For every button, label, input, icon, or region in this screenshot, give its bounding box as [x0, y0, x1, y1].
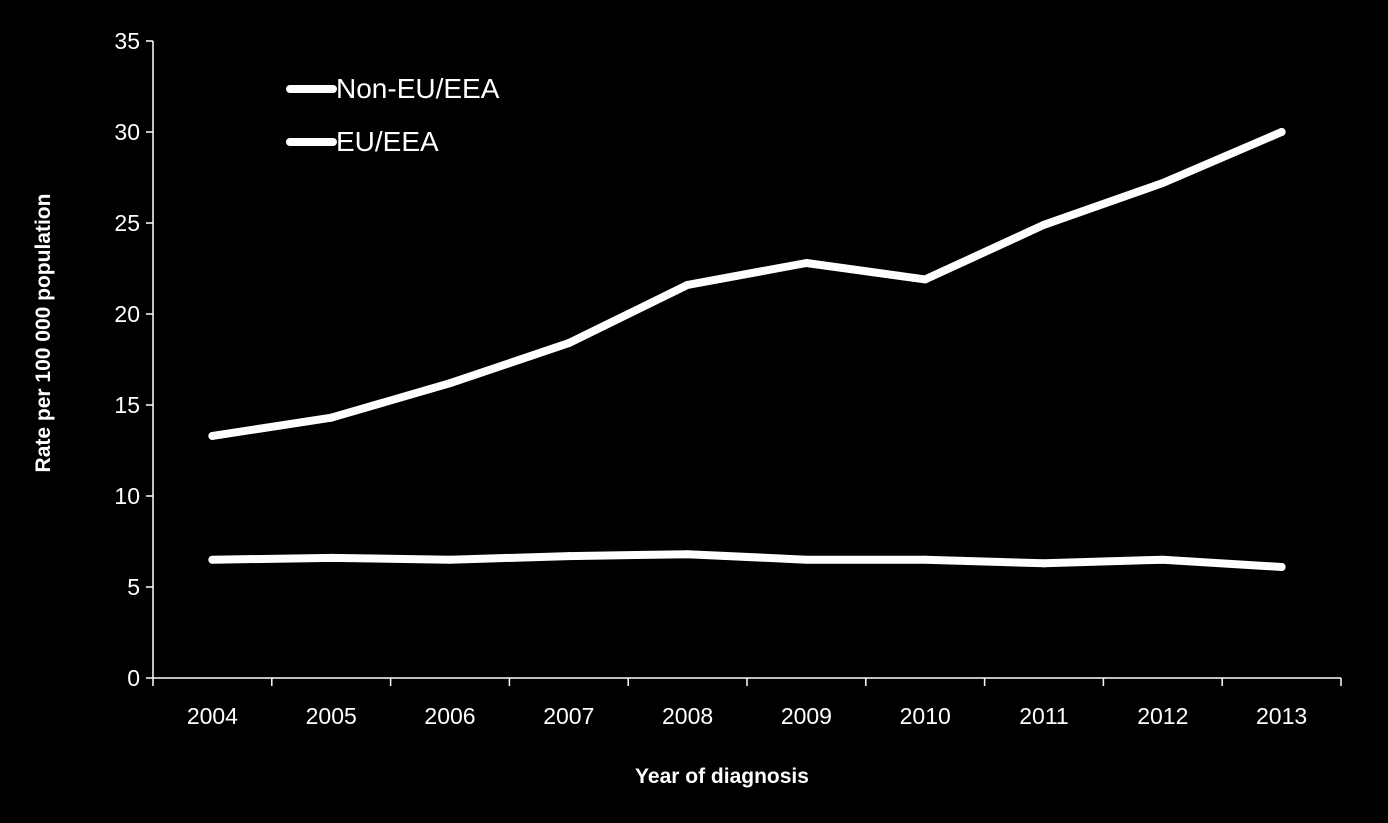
legend-item-eu-eea: EU/EEA: [286, 126, 439, 157]
data-point-non-eu-eea: [564, 339, 573, 348]
data-point-non-eu-eea: [1158, 178, 1167, 187]
data-point-non-eu-eea: [208, 431, 217, 440]
x-tick-label: 2004: [187, 703, 238, 729]
y-tick-label: 10: [114, 483, 140, 509]
x-tick-label: 2009: [781, 703, 832, 729]
x-axis-ticks: 2004 2005 2006 2007 2008 2009 2010 2011 2012 2013: [152, 678, 1342, 729]
x-tick-label: 2010: [900, 703, 951, 729]
legend-item-non-eu-eea: Non-EU/EEA: [286, 73, 500, 104]
y-tick-label: 0: [127, 665, 140, 691]
data-point-non-eu-eea: [1040, 220, 1048, 229]
series-line-eu-eea: [208, 550, 1286, 571]
series-line-non-eu-eea: [208, 128, 1286, 440]
x-axis-title: Year of diagnosis: [635, 765, 809, 788]
x-tick-label: 2008: [662, 703, 713, 729]
legend-label-non-eu-eea: Non-EU/EEA: [336, 73, 500, 104]
data-point-non-eu-eea: [921, 275, 930, 284]
x-tick-label: 2013: [1256, 703, 1307, 729]
x-tick-label: 2011: [1019, 703, 1068, 729]
data-point-eu-eea: [802, 555, 811, 564]
y-axis-title: Rate per 100 000 population: [32, 194, 55, 473]
data-point-eu-eea: [921, 555, 930, 564]
y-tick-label: 5: [127, 574, 140, 600]
legend: Non-EU/EEA EU/EEA: [286, 73, 500, 157]
data-series: [208, 128, 1286, 571]
y-tick-label: 20: [114, 301, 140, 327]
data-point-eu-eea: [327, 553, 336, 562]
data-point-non-eu-eea: [1277, 128, 1286, 136]
data-point-eu-eea: [1158, 555, 1167, 564]
data-point-eu-eea: [1277, 562, 1286, 571]
y-tick-label: 35: [114, 28, 140, 54]
x-tick-label: 2005: [306, 703, 357, 729]
data-point-eu-eea: [208, 555, 217, 564]
data-point-eu-eea: [564, 552, 573, 561]
data-point-non-eu-eea: [802, 259, 811, 268]
y-tick-label: 15: [114, 392, 140, 418]
y-tick-label: 30: [114, 119, 140, 145]
y-axis-ticks: 0 5 10 15 20 25 30 35: [114, 28, 153, 691]
data-point-non-eu-eea: [446, 379, 454, 388]
data-point-eu-eea: [446, 555, 454, 564]
data-point-eu-eea: [683, 550, 692, 559]
x-tick-label: 2006: [424, 703, 475, 729]
data-point-non-eu-eea: [683, 280, 692, 289]
data-point-non-eu-eea: [327, 413, 336, 422]
legend-label-eu-eea: EU/EEA: [336, 126, 439, 157]
y-tick-label: 25: [114, 210, 140, 236]
data-point-eu-eea: [1040, 559, 1048, 568]
x-tick-label: 2007: [543, 703, 594, 729]
x-tick-label: 2012: [1137, 703, 1188, 729]
